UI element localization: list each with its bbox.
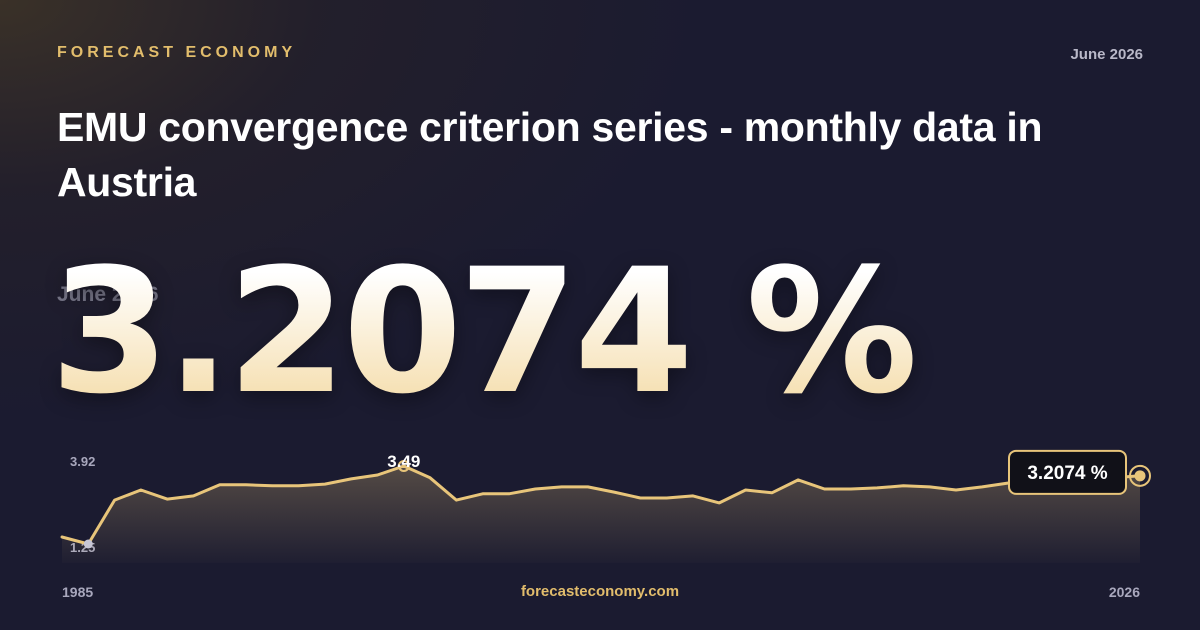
area [62, 466, 1140, 563]
chart-title: EMU convergence criterion series - month… [57, 104, 1043, 205]
peak-label: 3.49 [387, 452, 420, 471]
last-marker-ring [1129, 464, 1151, 487]
date: June 2026 [1070, 46, 1143, 63]
brand: FORECAST ECONOMY [57, 44, 297, 61]
date-watermark: June 2026 [57, 283, 159, 307]
line [60, 464, 1142, 546]
value-badge-label: 3.2074 % [1027, 463, 1107, 484]
peak-marker [397, 459, 410, 472]
value-badge [1008, 449, 1127, 495]
footer-url: forecasteconomy.com [520, 583, 680, 600]
x-tick-label: 1985 [62, 584, 93, 600]
headline-value: 3.2074 % [50, 231, 918, 432]
x-tick-label: 2026 [1109, 584, 1140, 600]
y-tick-label: 3.92 [70, 454, 95, 469]
min-marker [83, 539, 93, 549]
last-marker [1134, 470, 1146, 482]
